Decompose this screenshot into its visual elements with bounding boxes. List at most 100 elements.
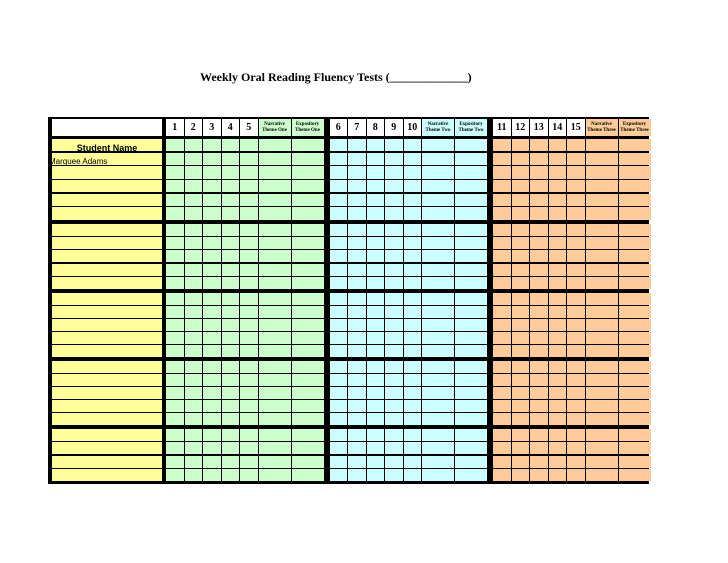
score-cell[interactable] (203, 400, 221, 412)
score-cell[interactable] (291, 263, 324, 276)
score-cell[interactable] (184, 361, 202, 373)
score-cell[interactable] (548, 139, 566, 152)
score-cell[interactable] (184, 224, 202, 236)
score-cell[interactable] (511, 332, 529, 344)
score-cell[interactable] (385, 374, 403, 386)
score-cell[interactable] (366, 166, 384, 179)
score-cell[interactable] (240, 429, 258, 442)
score-cell[interactable] (455, 250, 487, 263)
score-cell[interactable] (585, 193, 618, 207)
score-cell[interactable] (366, 468, 384, 481)
score-cell[interactable] (203, 429, 221, 442)
score-cell[interactable] (221, 319, 239, 331)
score-cell[interactable] (403, 263, 421, 276)
score-cell[interactable] (493, 361, 511, 373)
score-cell[interactable] (403, 276, 421, 289)
score-cell[interactable] (455, 166, 487, 179)
student-name-field[interactable] (52, 263, 162, 276)
score-cell[interactable] (291, 139, 324, 152)
score-cell[interactable] (258, 263, 291, 276)
score-cell[interactable] (291, 429, 324, 442)
score-cell[interactable] (240, 345, 258, 357)
score-cell[interactable] (511, 306, 529, 318)
score-cell[interactable] (530, 374, 548, 386)
score-cell[interactable] (618, 361, 651, 373)
score-cell[interactable] (403, 387, 421, 399)
score-cell[interactable] (291, 468, 324, 481)
score-cell[interactable] (291, 332, 324, 344)
score-cell[interactable] (422, 468, 454, 481)
score-cell[interactable] (548, 332, 566, 344)
score-cell[interactable] (203, 237, 221, 250)
score-cell[interactable] (291, 345, 324, 357)
score-cell[interactable] (329, 361, 347, 373)
score-cell[interactable] (366, 306, 384, 318)
score-cell[interactable] (493, 387, 511, 399)
student-name-field[interactable] (52, 180, 162, 193)
score-cell[interactable] (329, 374, 347, 386)
score-cell[interactable] (403, 166, 421, 179)
score-cell[interactable] (366, 250, 384, 263)
score-cell[interactable] (618, 250, 651, 263)
score-cell[interactable] (348, 374, 366, 386)
score-cell[interactable] (258, 139, 291, 152)
score-cell[interactable] (348, 455, 366, 468)
score-cell[interactable] (385, 207, 403, 220)
score-cell[interactable] (548, 166, 566, 179)
score-cell[interactable] (385, 429, 403, 442)
student-name-field[interactable] (52, 332, 162, 344)
score-cell[interactable] (184, 152, 202, 166)
score-cell[interactable] (221, 306, 239, 318)
student-name-field[interactable] (52, 139, 162, 152)
score-cell[interactable] (567, 332, 585, 344)
score-cell[interactable] (221, 345, 239, 357)
score-cell[interactable] (221, 400, 239, 412)
score-cell[interactable] (258, 180, 291, 193)
score-cell[interactable] (493, 180, 511, 193)
score-cell[interactable] (385, 293, 403, 305)
score-cell[interactable] (329, 207, 347, 220)
score-cell[interactable] (258, 455, 291, 468)
score-cell[interactable] (422, 455, 454, 468)
score-cell[interactable] (385, 442, 403, 455)
score-cell[interactable] (455, 139, 487, 152)
score-cell[interactable] (455, 152, 487, 166)
score-cell[interactable] (348, 180, 366, 193)
score-cell[interactable] (511, 387, 529, 399)
score-cell[interactable] (203, 293, 221, 305)
score-cell[interactable] (455, 345, 487, 357)
score-cell[interactable] (348, 345, 366, 357)
score-cell[interactable] (166, 387, 184, 399)
score-cell[interactable] (422, 180, 454, 193)
score-cell[interactable] (530, 400, 548, 412)
score-cell[interactable] (530, 207, 548, 220)
score-cell[interactable] (530, 345, 548, 357)
score-cell[interactable] (493, 152, 511, 166)
score-cell[interactable] (166, 250, 184, 263)
score-cell[interactable] (548, 180, 566, 193)
score-cell[interactable] (385, 263, 403, 276)
score-cell[interactable] (585, 374, 618, 386)
score-cell[interactable] (184, 413, 202, 425)
score-cell[interactable] (530, 166, 548, 179)
score-cell[interactable] (618, 139, 651, 152)
score-cell[interactable] (530, 237, 548, 250)
score-cell[interactable] (511, 263, 529, 276)
score-cell[interactable] (530, 193, 548, 207)
score-cell[interactable] (511, 374, 529, 386)
score-cell[interactable] (403, 224, 421, 236)
score-cell[interactable] (455, 413, 487, 425)
score-cell[interactable] (203, 306, 221, 318)
score-cell[interactable] (385, 139, 403, 152)
score-cell[interactable] (618, 455, 651, 468)
score-cell[interactable] (422, 139, 454, 152)
score-cell[interactable] (366, 429, 384, 442)
score-cell[interactable] (530, 468, 548, 481)
score-cell[interactable] (511, 361, 529, 373)
student-name-field[interactable] (52, 152, 162, 166)
score-cell[interactable] (493, 193, 511, 207)
score-cell[interactable] (385, 152, 403, 166)
score-cell[interactable] (329, 332, 347, 344)
score-cell[interactable] (203, 207, 221, 220)
score-cell[interactable] (166, 180, 184, 193)
